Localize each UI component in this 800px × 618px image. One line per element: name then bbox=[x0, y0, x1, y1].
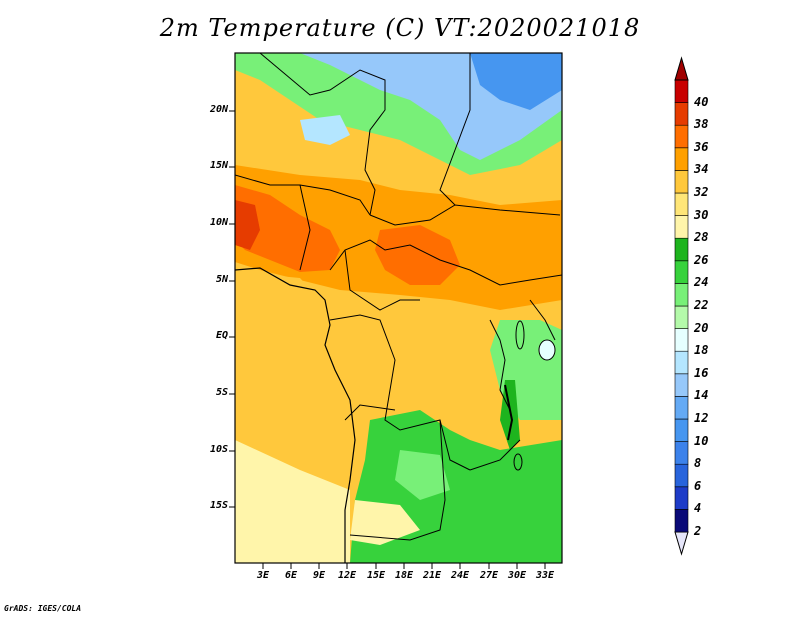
colorbar bbox=[674, 56, 689, 556]
colorbar-tick-label: 32 bbox=[694, 185, 709, 199]
lon-label: 30E bbox=[507, 570, 527, 581]
colorbar-tick-label: 4 bbox=[694, 501, 702, 516]
lon-ticks bbox=[262, 563, 546, 569]
lon-label: 27E bbox=[479, 570, 499, 581]
contour-green-light bbox=[395, 450, 450, 500]
contour-cream-south bbox=[350, 500, 420, 545]
lon-label: 6E bbox=[284, 570, 298, 581]
colorbar-segment bbox=[674, 260, 689, 284]
lat-label: 5S bbox=[215, 387, 228, 398]
colorbar-tick-label: 24 bbox=[694, 275, 709, 290]
colorbar-segment bbox=[674, 215, 689, 239]
country-borders bbox=[235, 53, 562, 541]
lakes bbox=[504, 320, 556, 471]
colorbar-segment bbox=[674, 192, 689, 216]
lon-label: 21E bbox=[422, 570, 442, 581]
lat-label: 10N bbox=[209, 217, 228, 228]
lat-label: 15S bbox=[209, 500, 228, 511]
colorbar-tick-label: 8 bbox=[694, 456, 702, 471]
contour-hot-west bbox=[235, 185, 340, 272]
colorbar-segment bbox=[674, 305, 689, 329]
lon-label: 18E bbox=[394, 570, 414, 581]
credit-text: GrADS: IGES/COLA bbox=[4, 604, 82, 613]
lat-label: 20N bbox=[209, 104, 228, 115]
colorbar-tick-label: 16 bbox=[694, 365, 709, 380]
colorbar-segment bbox=[674, 486, 689, 510]
lon-label: 33E bbox=[535, 570, 555, 581]
lon-label: 9E bbox=[312, 570, 326, 581]
lon-label: 3E bbox=[256, 570, 270, 581]
colorbar-segment bbox=[674, 418, 689, 442]
contour-ocean-cool bbox=[235, 440, 350, 563]
colorbar-segment bbox=[674, 373, 689, 397]
colorbar-tick-label: 28 bbox=[694, 230, 709, 245]
colorbar-tick-label: 36 bbox=[694, 139, 709, 154]
colorbar-tick-label: 30 bbox=[694, 207, 709, 222]
contour-hottest-west bbox=[235, 200, 260, 250]
colorbar-tick-label: 34 bbox=[694, 162, 709, 177]
chart-title: 2m Temperature (C) VT:2020021018 bbox=[159, 14, 641, 42]
colorbar-segment bbox=[674, 102, 689, 126]
contour-coldest-north bbox=[470, 53, 562, 110]
colorbar-segment bbox=[674, 124, 689, 149]
colorbar-segment bbox=[674, 396, 689, 420]
colorbar-tick-label: 14 bbox=[694, 388, 709, 403]
colorbar-segment bbox=[674, 237, 689, 262]
colorbar-segment bbox=[674, 441, 689, 465]
contour-hot-center bbox=[375, 225, 460, 285]
contour-cool-nw bbox=[300, 115, 350, 145]
lat-label: 10S bbox=[209, 444, 228, 455]
lat-label: EQ bbox=[215, 330, 228, 341]
colorbar-tick-label: 40 bbox=[694, 94, 709, 109]
lon-label: 12E bbox=[337, 570, 357, 581]
colorbar-tick-label: 18 bbox=[694, 343, 709, 358]
lat-label: 15N bbox=[209, 160, 228, 171]
colorbar-tick-label: 6 bbox=[694, 478, 702, 493]
lon-label: 24E bbox=[450, 570, 470, 581]
temperature-field bbox=[235, 53, 562, 563]
colorbar-over-arrow bbox=[674, 56, 689, 81]
colorbar-segment bbox=[674, 328, 689, 352]
colorbar-segment bbox=[674, 283, 689, 307]
colorbar-segment bbox=[674, 79, 689, 103]
colorbar-segment bbox=[674, 509, 689, 533]
colorbar-tick-label: 38 bbox=[694, 117, 709, 132]
colorbar-segment bbox=[674, 463, 689, 488]
plot-frame bbox=[234, 52, 563, 564]
lon-label: 15E bbox=[366, 570, 386, 581]
colorbar-tick-label: 26 bbox=[694, 252, 709, 267]
colorbar-segment bbox=[674, 350, 689, 375]
colorbar-tick-label: 12 bbox=[694, 411, 709, 425]
colorbar-segment bbox=[674, 170, 689, 194]
lat-label: 5N bbox=[215, 274, 228, 285]
colorbar-tick-label: 2 bbox=[694, 524, 702, 538]
contour-ocean bbox=[235, 272, 360, 500]
colorbar-under-arrow bbox=[674, 531, 689, 556]
colorbar-segment bbox=[674, 147, 689, 171]
lat-ticks bbox=[229, 110, 235, 508]
colorbar-tick-label: 20 bbox=[694, 320, 709, 335]
coastline bbox=[235, 267, 356, 563]
colorbar-tick-label: 22 bbox=[694, 298, 709, 312]
colorbar-tick-label: 10 bbox=[694, 433, 709, 448]
